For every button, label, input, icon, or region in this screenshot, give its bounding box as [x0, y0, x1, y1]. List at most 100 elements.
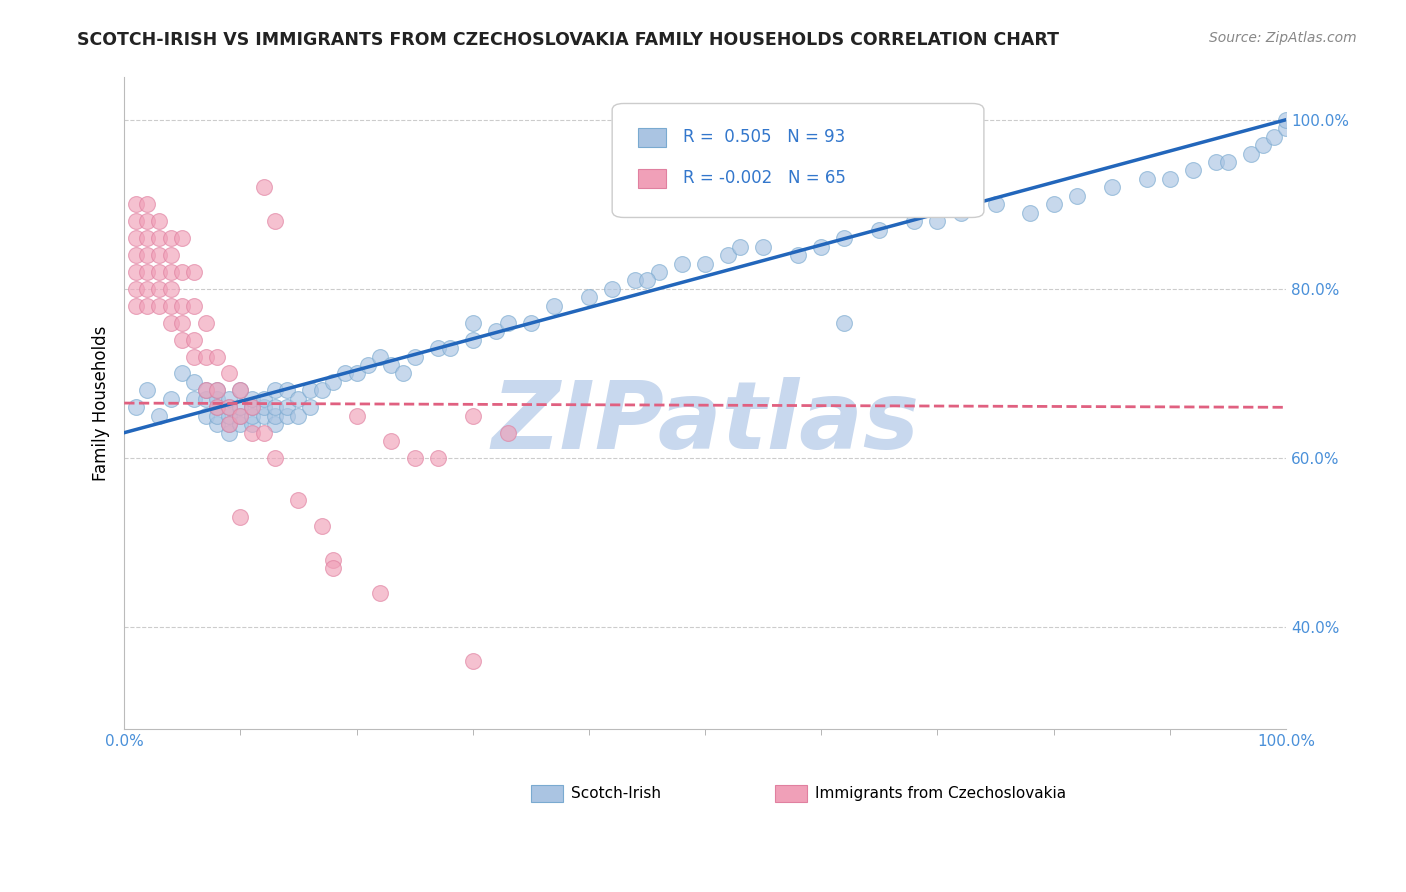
Point [810, 239, 832, 253]
Point [1240, 146, 1263, 161]
Point [1251, 138, 1274, 153]
Text: Source: ZipAtlas.com: Source: ZipAtlas.com [1209, 31, 1357, 45]
Point [136, 248, 159, 262]
Point [276, 401, 298, 415]
Point [647, 265, 669, 279]
Point [229, 384, 252, 398]
Point [426, 341, 449, 355]
Point [426, 451, 449, 466]
Point [183, 265, 205, 279]
Point [287, 409, 309, 423]
Point [148, 248, 170, 262]
Point [229, 409, 252, 423]
Point [159, 265, 181, 279]
Point [229, 417, 252, 432]
Point [834, 231, 856, 245]
Point [380, 358, 402, 372]
Point [357, 358, 380, 372]
Point [299, 384, 322, 398]
Point [218, 417, 240, 432]
Point [183, 375, 205, 389]
Point [172, 333, 194, 347]
Point [194, 384, 217, 398]
Point [461, 316, 484, 330]
FancyBboxPatch shape [531, 785, 564, 802]
Point [496, 316, 519, 330]
Point [205, 350, 228, 364]
Point [194, 316, 217, 330]
Point [1135, 172, 1157, 186]
Point [205, 401, 228, 415]
Point [368, 350, 391, 364]
Point [136, 214, 159, 228]
Point [194, 392, 217, 406]
Point [240, 401, 263, 415]
Point [205, 409, 228, 423]
Point [578, 290, 600, 304]
Point [125, 214, 148, 228]
Point [148, 299, 170, 313]
Text: SCOTCH-IRISH VS IMMIGRANTS FROM CZECHOSLOVAKIA FAMILY HOUSEHOLDS CORRELATION CHA: SCOTCH-IRISH VS IMMIGRANTS FROM CZECHOSL… [77, 31, 1059, 49]
Point [264, 451, 287, 466]
Point [404, 451, 426, 466]
Point [636, 273, 658, 287]
Point [172, 299, 194, 313]
Point [183, 299, 205, 313]
Point [276, 409, 298, 423]
Point [136, 384, 159, 398]
Point [485, 324, 508, 338]
Text: R =  0.505   N = 93: R = 0.505 N = 93 [683, 128, 845, 146]
Point [194, 409, 217, 423]
Point [229, 401, 252, 415]
Point [333, 367, 356, 381]
Point [253, 425, 276, 440]
Point [159, 248, 181, 262]
Point [717, 248, 740, 262]
Point [253, 401, 276, 415]
Point [1159, 172, 1181, 186]
Point [380, 434, 402, 449]
Point [949, 197, 972, 211]
Point [253, 392, 276, 406]
Point [240, 409, 263, 423]
Point [461, 409, 484, 423]
Point [240, 401, 263, 415]
Point [125, 231, 148, 245]
Point [600, 282, 623, 296]
Point [125, 197, 148, 211]
Point [218, 401, 240, 415]
Point [949, 206, 972, 220]
Point [183, 333, 205, 347]
Text: Scotch-Irish: Scotch-Irish [571, 787, 661, 801]
Point [218, 401, 240, 415]
Point [218, 417, 240, 432]
FancyBboxPatch shape [612, 103, 984, 218]
Point [125, 265, 148, 279]
Point [183, 350, 205, 364]
Point [205, 384, 228, 398]
Point [543, 299, 565, 313]
Point [159, 231, 181, 245]
Point [404, 350, 426, 364]
Point [229, 384, 252, 398]
Point [927, 214, 949, 228]
Point [125, 282, 148, 296]
Point [183, 392, 205, 406]
Point [148, 265, 170, 279]
Point [728, 239, 751, 253]
Point [752, 239, 775, 253]
Point [264, 417, 287, 432]
Point [346, 409, 368, 423]
Point [903, 214, 925, 228]
Point [264, 401, 287, 415]
Point [148, 282, 170, 296]
Point [159, 299, 181, 313]
Point [392, 367, 415, 381]
Point [264, 409, 287, 423]
Point [1182, 163, 1205, 178]
Point [136, 299, 159, 313]
Point [787, 248, 810, 262]
Point [205, 384, 228, 398]
FancyBboxPatch shape [638, 128, 665, 147]
Point [159, 316, 181, 330]
